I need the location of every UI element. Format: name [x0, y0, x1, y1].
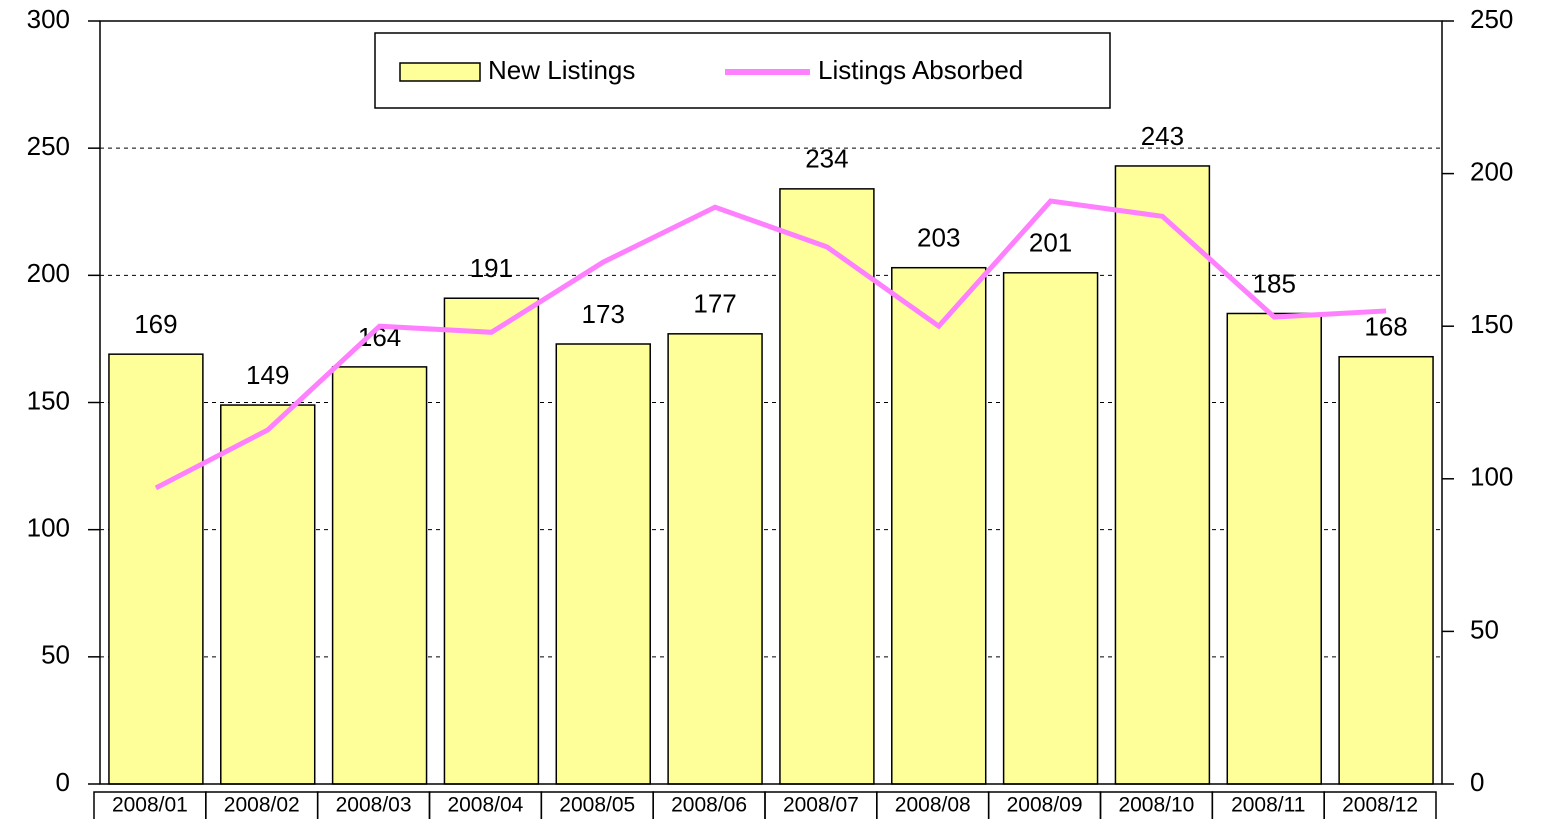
bar	[555, 343, 651, 785]
bar	[1226, 312, 1322, 785]
y-tick-label: 300	[27, 4, 70, 34]
y-tick-label: 200	[27, 258, 70, 288]
bar	[220, 404, 316, 785]
bar	[891, 266, 987, 785]
legend-swatch	[399, 62, 481, 82]
x-tick-label: 2008/07	[783, 794, 859, 817]
data-label: 168	[1364, 312, 1407, 342]
data-label: 185	[1253, 268, 1296, 298]
bar	[331, 366, 428, 785]
data-label: 173	[582, 299, 625, 329]
data-label: 234	[805, 144, 848, 174]
y2-tick-label: 150	[1470, 309, 1513, 339]
y2-tick-label: 200	[1470, 156, 1513, 186]
x-tick-label: 2008/03	[336, 794, 412, 817]
bar	[108, 353, 204, 785]
x-tick-label: 2008/06	[671, 794, 747, 817]
data-label: 149	[246, 360, 289, 390]
bar	[443, 297, 540, 785]
legend-label: Listings Absorbed	[818, 55, 1023, 85]
data-label: 191	[470, 253, 513, 283]
line	[154, 198, 1387, 491]
x-tick-label: 2008/01	[112, 794, 188, 817]
x-tick-label: 2008/12	[1342, 794, 1418, 817]
bar	[1002, 272, 1099, 785]
y-tick-label: 0	[56, 767, 70, 797]
category-cell	[1323, 791, 1437, 819]
data-label: 169	[134, 309, 177, 339]
y2-tick-label: 100	[1470, 462, 1513, 492]
x-tick-label: 2008/05	[559, 794, 635, 817]
data-label: 203	[917, 223, 960, 253]
x-tick-label: 2008/04	[447, 794, 523, 817]
y-tick-label: 250	[27, 131, 70, 161]
data-label: 201	[1029, 228, 1072, 258]
y-tick-label: 150	[27, 385, 70, 415]
x-tick-label: 2008/10	[1118, 794, 1194, 817]
bar	[667, 333, 763, 785]
legend-label: New Listings	[488, 55, 635, 85]
x-tick-label: 2008/09	[1007, 794, 1083, 817]
data-label: 177	[693, 289, 736, 319]
y2-tick-label: 50	[1470, 614, 1499, 644]
y-tick-label: 50	[41, 640, 70, 670]
x-tick-label: 2008/08	[895, 794, 971, 817]
x-tick-label: 2008/02	[224, 794, 300, 817]
legend-box	[374, 32, 1111, 109]
x-tick-label: 2008/11	[1231, 794, 1305, 817]
y2-tick-label: 0	[1470, 767, 1484, 797]
bar	[1338, 355, 1434, 785]
data-label: 243	[1141, 121, 1184, 151]
bar	[1114, 165, 1211, 785]
y-tick-label: 100	[27, 513, 70, 543]
y2-tick-label: 250	[1470, 4, 1513, 34]
bar	[779, 188, 875, 785]
plot-frame	[99, 20, 1443, 785]
